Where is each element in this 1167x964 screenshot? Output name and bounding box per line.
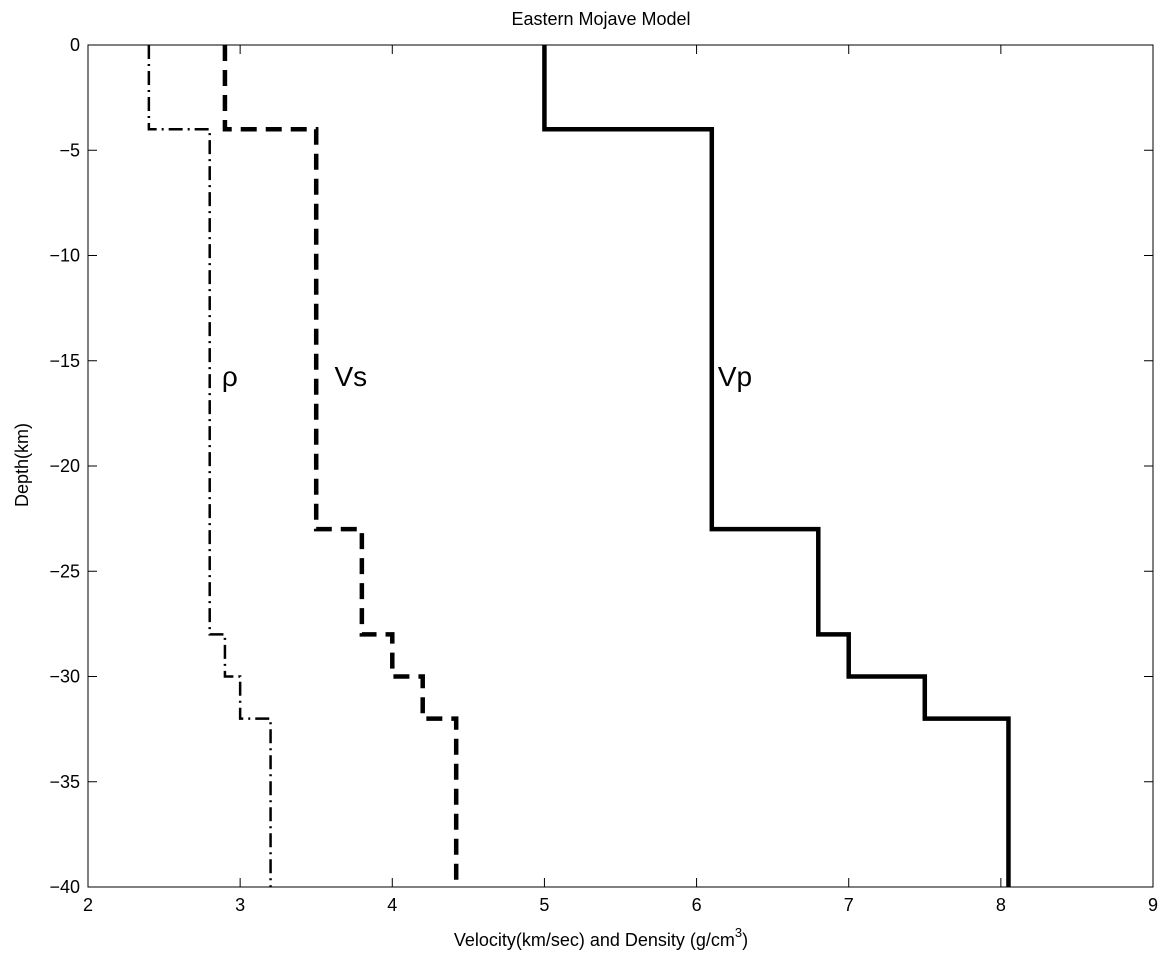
x-tick-label: 2 <box>83 895 93 915</box>
y-axis-label: Depth(km) <box>12 423 32 507</box>
y-tick-label: −5 <box>59 140 80 160</box>
x-tick-label: 4 <box>387 895 397 915</box>
chart-title: Eastern Mojave Model <box>511 9 690 29</box>
y-tick-label: −20 <box>49 456 80 476</box>
series-annotation-rho: ρ <box>222 361 238 392</box>
y-tick-label: 0 <box>70 35 80 55</box>
x-tick-label: 5 <box>539 895 549 915</box>
y-tick-label: −30 <box>49 667 80 687</box>
x-axis-label-main: Velocity(km/sec) and Density (g/cm <box>454 930 735 950</box>
x-tick-label: 7 <box>844 895 854 915</box>
series-line-vp <box>542 45 1011 887</box>
x-axis-label-end: ) <box>742 930 748 950</box>
x-tick-label: 6 <box>692 895 702 915</box>
y-tick-label: −10 <box>49 246 80 266</box>
x-tick-label: 8 <box>996 895 1006 915</box>
series-annotation-vp: Vp <box>718 361 752 392</box>
y-tick-label: −35 <box>49 772 80 792</box>
y-tick-label: −25 <box>49 561 80 581</box>
x-tick-label: 9 <box>1148 895 1158 915</box>
axes-frame <box>87 44 1154 888</box>
x-axis-label-superscript: 3 <box>735 925 742 940</box>
series-line-rho <box>147 45 272 887</box>
series-annotation-vs: Vs <box>334 361 367 392</box>
x-axis-label: Velocity(km/sec) and Density (g/cm3) <box>454 925 748 950</box>
plot-area: 2 3 4 5 6 7 8 9 0 −5 −10 −15 −20 −25 −30 −35 −40 ρ Vs Vp <box>49 35 1158 915</box>
y-tick-label: −40 <box>49 877 80 897</box>
x-tick-label: 3 <box>235 895 245 915</box>
series-line-vs <box>222 45 459 887</box>
y-tick-label: −15 <box>49 351 80 371</box>
